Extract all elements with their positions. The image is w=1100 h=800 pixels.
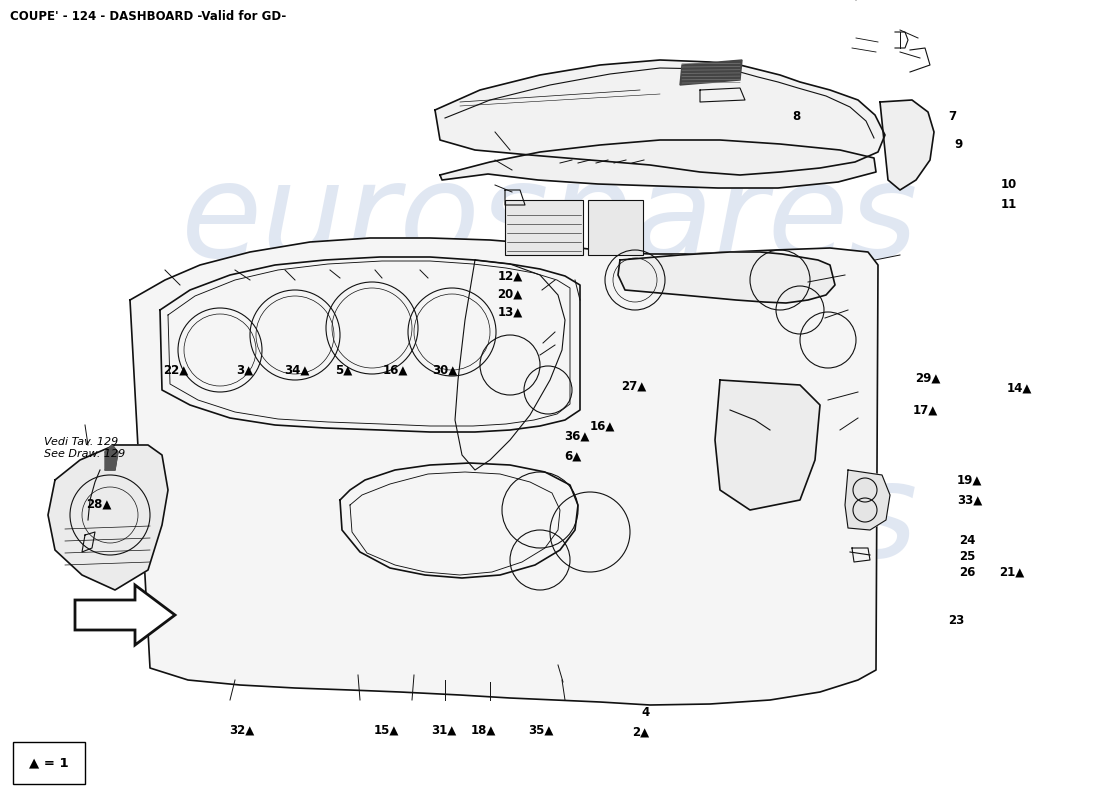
Text: COUPE' - 124 - DASHBOARD -Valid for GD-: COUPE' - 124 - DASHBOARD -Valid for GD- [10, 10, 286, 23]
Polygon shape [618, 252, 835, 303]
Polygon shape [75, 585, 175, 645]
Text: 6▲: 6▲ [564, 450, 582, 462]
Text: 28▲: 28▲ [86, 498, 111, 510]
Text: 24: 24 [959, 534, 976, 546]
Text: Vedi Tav. 129
See Draw. 129: Vedi Tav. 129 See Draw. 129 [44, 437, 125, 459]
Text: 17▲: 17▲ [913, 403, 938, 416]
Text: 22▲: 22▲ [163, 363, 188, 376]
Text: 23: 23 [948, 614, 965, 626]
Text: 32▲: 32▲ [229, 723, 254, 736]
Polygon shape [104, 445, 118, 470]
Text: 4: 4 [641, 706, 649, 718]
Polygon shape [715, 380, 820, 510]
Text: 10: 10 [1001, 178, 1018, 190]
Text: 15▲: 15▲ [374, 723, 399, 736]
Text: 12▲: 12▲ [497, 270, 522, 282]
Text: 16▲: 16▲ [383, 363, 408, 376]
Polygon shape [845, 470, 890, 530]
Polygon shape [130, 238, 878, 705]
Bar [588, 200, 643, 255]
Text: 8: 8 [792, 110, 801, 122]
Text: 13▲: 13▲ [497, 306, 522, 318]
Text: 7: 7 [948, 110, 956, 122]
Text: 18▲: 18▲ [471, 723, 496, 736]
Polygon shape [440, 140, 876, 188]
Polygon shape [434, 60, 886, 175]
Text: 25: 25 [959, 550, 976, 562]
Text: 11: 11 [1001, 198, 1018, 210]
Text: 26: 26 [959, 566, 976, 578]
Text: eurospares: eurospares [182, 157, 918, 283]
FancyBboxPatch shape [13, 742, 85, 784]
Text: eurospares: eurospares [182, 457, 918, 583]
Text: 29▲: 29▲ [915, 371, 940, 384]
Bar [505, 200, 583, 255]
Polygon shape [680, 60, 742, 85]
Text: 2▲: 2▲ [632, 726, 650, 738]
Text: 31▲: 31▲ [431, 723, 456, 736]
Polygon shape [48, 445, 168, 590]
Text: 20▲: 20▲ [497, 288, 522, 301]
Text: 9: 9 [955, 138, 964, 150]
Text: 33▲: 33▲ [957, 494, 982, 506]
Text: 5▲: 5▲ [336, 363, 353, 376]
Text: 36▲: 36▲ [564, 430, 590, 442]
Text: 34▲: 34▲ [284, 363, 309, 376]
Text: 16▲: 16▲ [590, 419, 615, 432]
Text: ▲ = 1: ▲ = 1 [30, 757, 69, 770]
Text: 30▲: 30▲ [432, 363, 458, 376]
Text: 21▲: 21▲ [999, 566, 1024, 578]
Text: 14▲: 14▲ [1006, 382, 1032, 394]
Text: 35▲: 35▲ [528, 723, 553, 736]
Text: 27▲: 27▲ [621, 379, 647, 392]
Text: 19▲: 19▲ [957, 474, 982, 486]
Polygon shape [880, 100, 934, 190]
Text: 3▲: 3▲ [236, 363, 254, 376]
